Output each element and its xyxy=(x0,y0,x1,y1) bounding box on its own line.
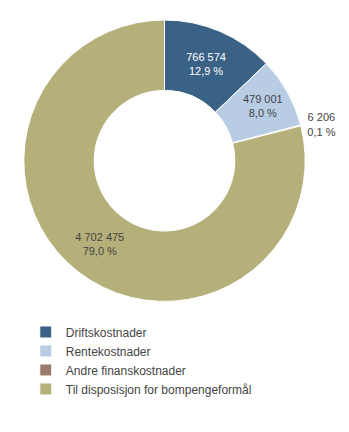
svg-text:4 702 47579,0 %: 4 702 47579,0 % xyxy=(75,231,124,257)
svg-text:766 57412,9 %: 766 57412,9 % xyxy=(186,51,226,77)
svg-text:Til disposisjon for bompengefo: Til disposisjon for bompengeformål xyxy=(66,383,252,397)
svg-text:479 0018,0 %: 479 0018,0 % xyxy=(243,93,283,119)
svg-text:Driftskostnader: Driftskostnader xyxy=(66,326,147,340)
svg-text:Andre finanskostnader: Andre finanskostnader xyxy=(66,364,186,378)
svg-text:6 2060,1 %: 6 2060,1 % xyxy=(307,111,335,137)
svg-text:Rentekostnader: Rentekostnader xyxy=(66,345,151,359)
